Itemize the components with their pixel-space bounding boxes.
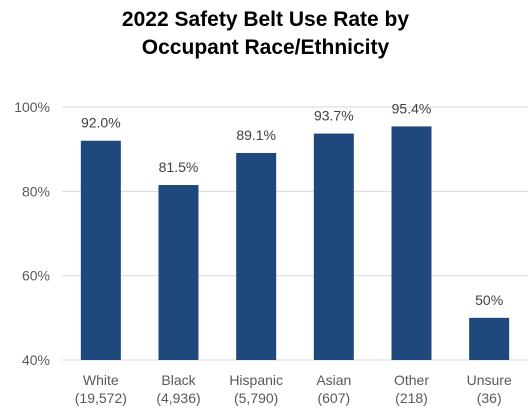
- x-tick-count: (607): [317, 390, 350, 406]
- x-tick-label: Hispanic: [229, 372, 283, 388]
- x-tick-count: (36): [477, 390, 502, 406]
- bar-unsure: [469, 317, 510, 360]
- x-tick-label: White: [83, 372, 119, 388]
- x-tick-count: (19,572): [75, 390, 127, 406]
- x-tick-label: Asian: [316, 372, 351, 388]
- bar-other: [391, 126, 432, 360]
- bar-hispanic: [236, 152, 277, 360]
- y-tick-label: 60%: [22, 268, 50, 284]
- y-tick-label: 100%: [14, 99, 50, 115]
- data-label: 50%: [475, 292, 503, 308]
- bar-white: [80, 140, 121, 360]
- x-tick-count: (5,790): [234, 390, 278, 406]
- chart-title-line-2: Occupant Race/Ethnicity: [141, 36, 390, 59]
- y-tick-label: 40%: [22, 352, 50, 368]
- data-label: 93.7%: [314, 108, 354, 124]
- data-label: 81.5%: [159, 159, 199, 175]
- chart-title-line-1: 2022 Safety Belt Use Rate by: [121, 8, 410, 31]
- data-label: 89.1%: [236, 127, 276, 143]
- bar-black: [158, 185, 199, 360]
- bar-asian: [313, 133, 354, 360]
- x-tick-count: (218): [395, 390, 428, 406]
- y-tick-label: 80%: [22, 183, 50, 199]
- x-tick-label: Black: [161, 372, 196, 388]
- x-tick-label: Other: [394, 372, 429, 388]
- x-tick-label: Unsure: [467, 372, 512, 388]
- data-label: 92.0%: [81, 115, 121, 131]
- chart-title: 2022 Safety Belt Use Rate by Occupant Ra…: [0, 6, 531, 62]
- x-tick-count: (4,936): [156, 390, 200, 406]
- data-label: 95.4%: [392, 100, 432, 116]
